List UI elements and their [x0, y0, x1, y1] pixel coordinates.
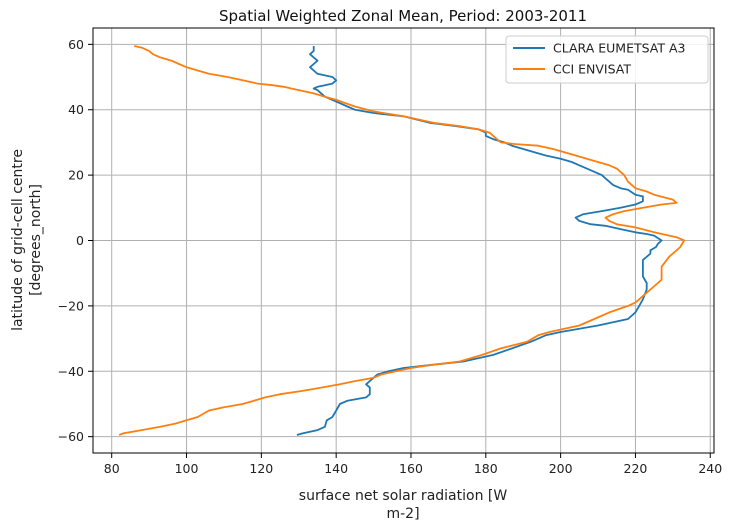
legend-box: [505, 35, 709, 84]
y-tick-label-20: 20: [68, 168, 84, 183]
y-tick-label--40: −40: [58, 364, 84, 379]
x-tick-label-200: 200: [549, 461, 573, 476]
x-tick-label-220: 220: [624, 461, 648, 476]
x-tick-label-100: 100: [175, 461, 199, 476]
series-layer: [118, 45, 685, 436]
x-tick-label-240: 240: [698, 461, 722, 476]
y-axis-title-line-1: latitude of grid-cell centre: [10, 149, 26, 331]
y-ticks: −60 −40 −20 0 20 40 60: [58, 37, 93, 444]
x-tick-label-80: 80: [104, 461, 120, 476]
x-tick-label-140: 140: [324, 461, 348, 476]
y-axis-title-line-2: [degrees_north]: [28, 184, 44, 296]
grid: [93, 28, 714, 453]
y-tick-label--20: −20: [58, 298, 84, 313]
x-tick-label-180: 180: [474, 461, 498, 476]
legend: CLARA EUMETSAT A3 CCI ENVISAT: [505, 35, 709, 84]
y-tick-label-0: 0: [76, 233, 84, 248]
x-ticks: 80 100 120 140 160 180 200 220 240: [104, 453, 722, 476]
x-axis-title-line-2: m-2]: [386, 506, 419, 522]
series-line-1: [118, 45, 685, 436]
y-tick-label--60: −60: [58, 429, 84, 444]
y-tick-label-40: 40: [68, 102, 84, 117]
x-tick-label-160: 160: [399, 461, 423, 476]
legend-label-clara: CLARA EUMETSAT A3: [553, 41, 685, 56]
x-tick-label-120: 120: [249, 461, 273, 476]
legend-label-cci: CCI ENVISAT: [553, 62, 631, 77]
x-axis-title-line-1: surface net solar radiation [W: [299, 488, 508, 504]
chart-title: Spatial Weighted Zonal Mean, Period: 200…: [219, 7, 587, 25]
y-tick-label-60: 60: [68, 37, 84, 52]
